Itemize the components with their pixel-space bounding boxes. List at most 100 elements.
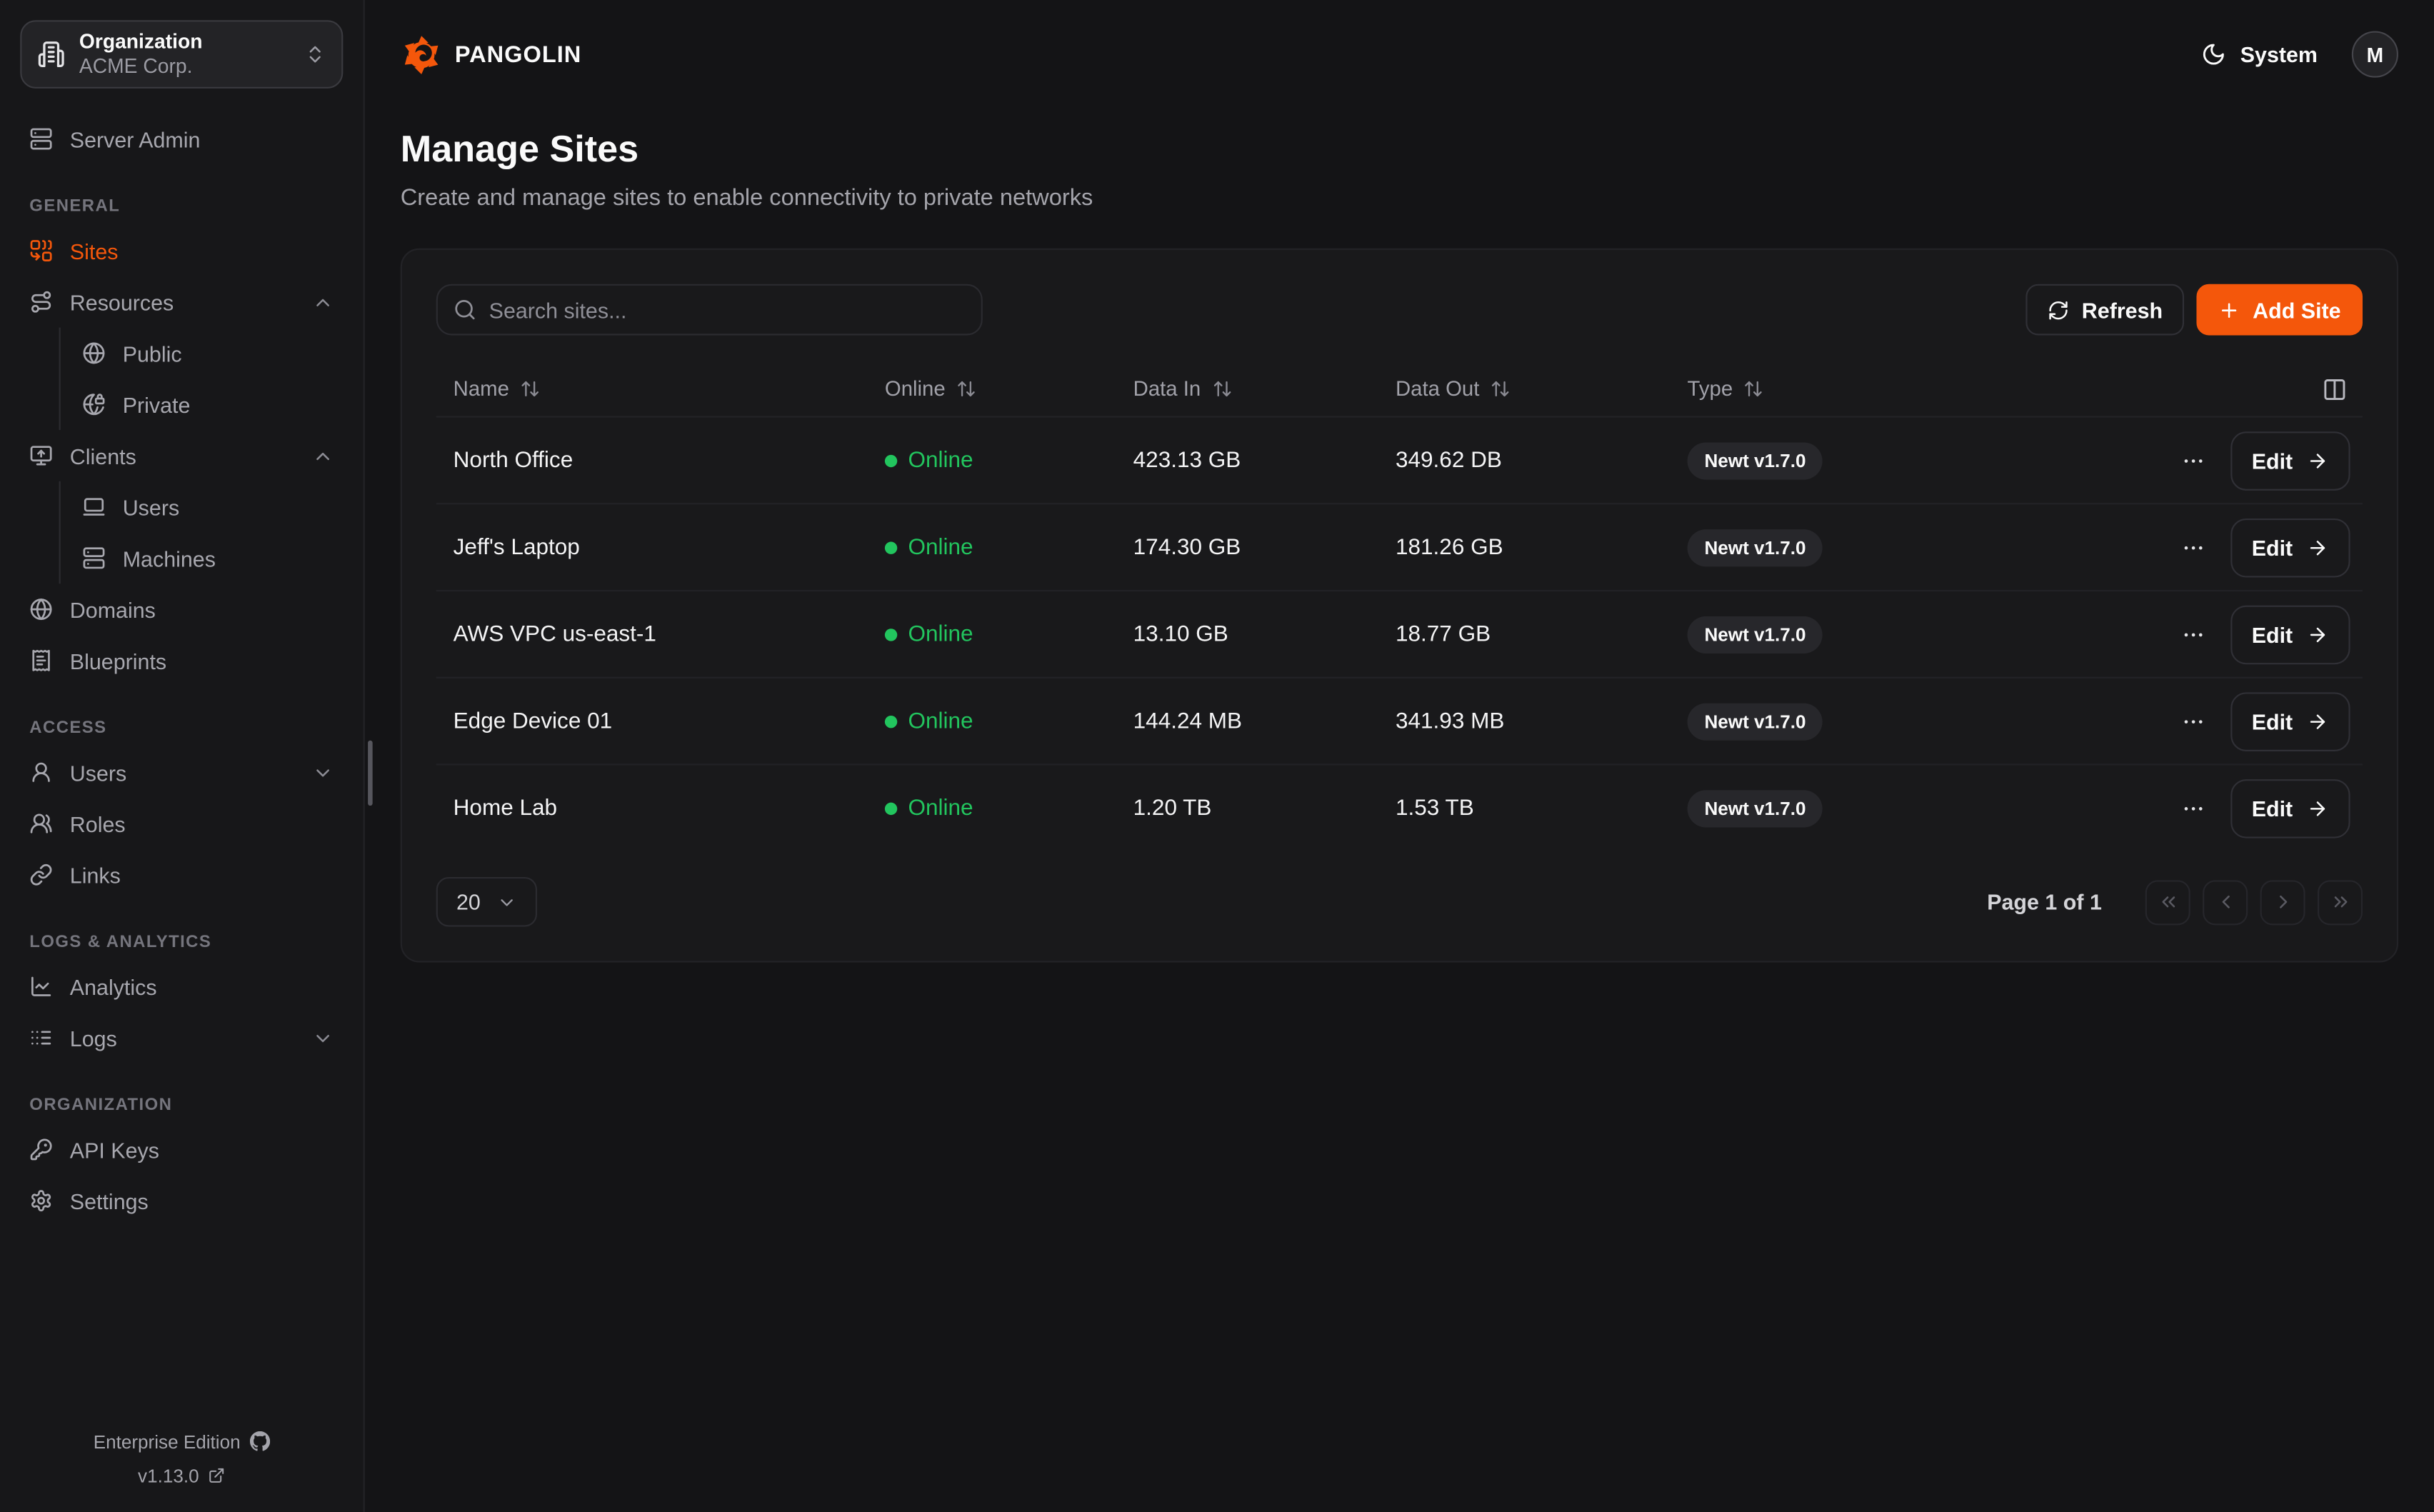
- column-header-name[interactable]: Name: [454, 377, 885, 401]
- edit-button[interactable]: Edit: [2230, 691, 2350, 751]
- org-switcher[interactable]: Organization ACME Corp.: [20, 20, 344, 89]
- table-row: Jeff's Laptop Online 174.30 GB 181.26 GB…: [436, 504, 2363, 592]
- sidebar-item-roles[interactable]: Roles: [20, 798, 343, 849]
- search-input[interactable]: [489, 297, 966, 322]
- org-switcher-value: ACME Corp.: [79, 54, 193, 78]
- edit-button[interactable]: Edit: [2230, 517, 2350, 577]
- sidebar-section-general: GENERAL: [29, 197, 121, 216]
- sidebar-item-machines[interactable]: Machines: [61, 533, 344, 584]
- arrow-right-icon: [2310, 714, 2325, 729]
- column-visibility-button[interactable]: [2319, 374, 2350, 404]
- prev-page-button[interactable]: [2203, 879, 2248, 925]
- row-menu-button[interactable]: [2174, 616, 2211, 653]
- sidebar-item-users[interactable]: Users: [20, 746, 343, 798]
- chevron-left-icon: [2221, 895, 2229, 908]
- sort-icon: [1491, 381, 1509, 397]
- sidebar-item-sites[interactable]: Sites: [20, 225, 343, 276]
- sidebar-item-label: Domains: [69, 596, 156, 622]
- online-label: Online: [908, 534, 973, 560]
- online-label: Online: [908, 709, 973, 734]
- online-dot-icon: [884, 454, 898, 467]
- site-name: AWS VPC us-east-1: [453, 621, 656, 647]
- topbar: PANGOLIN System M: [401, 0, 2399, 109]
- sidebar-item-label: Blueprints: [69, 648, 167, 674]
- site-name: Jeff's Laptop: [453, 534, 580, 560]
- sidebar-item-label: Analytics: [69, 973, 157, 999]
- edit-button[interactable]: Edit: [2230, 431, 2350, 490]
- site-type-badge: Newt v1.7.0: [1687, 529, 1823, 566]
- sidebar-item-domains[interactable]: Domains: [20, 584, 343, 635]
- site-data-in: 423.13 GB: [1133, 448, 1241, 473]
- receipt-icon: [32, 649, 50, 671]
- sidebar-item-private[interactable]: Private: [61, 379, 344, 430]
- org-switcher-title: Organization: [79, 29, 203, 53]
- sidebar-item-api-keys[interactable]: API Keys: [20, 1124, 343, 1176]
- row-menu-button[interactable]: [2174, 790, 2211, 827]
- first-page-button[interactable]: [2145, 879, 2190, 925]
- ellipsis-icon: [2183, 719, 2202, 723]
- site-type-badge: Newt v1.7.0: [1687, 790, 1823, 828]
- next-page-button[interactable]: [2260, 879, 2305, 925]
- avatar[interactable]: M: [2351, 31, 2399, 78]
- github-icon[interactable]: [249, 1431, 270, 1451]
- sidebar-item-blueprints[interactable]: Blueprints: [20, 635, 343, 686]
- site-status: Online: [884, 534, 1133, 560]
- column-header-data-out[interactable]: Data Out: [1396, 377, 1688, 401]
- arrow-right-icon: [2310, 801, 2325, 816]
- page-size-select[interactable]: 20: [436, 877, 537, 927]
- refresh-icon: [2049, 300, 2068, 319]
- sort-icon: [1745, 381, 1763, 397]
- site-type-badge: Newt v1.7.0: [1687, 615, 1823, 653]
- column-header-type[interactable]: Type: [1688, 377, 2008, 401]
- page-title: Manage Sites: [400, 129, 639, 171]
- refresh-button[interactable]: Refresh: [2025, 284, 2185, 336]
- last-page-button[interactable]: [2317, 879, 2363, 925]
- site-data-out: 349.62 DB: [1395, 448, 1502, 473]
- brand[interactable]: PANGOLIN: [401, 34, 582, 76]
- edit-button[interactable]: Edit: [2230, 604, 2350, 664]
- sort-icon: [958, 381, 975, 397]
- pagination-buttons: [2145, 879, 2363, 925]
- arrow-right-icon: [2310, 453, 2325, 468]
- row-menu-button[interactable]: [2174, 529, 2211, 566]
- sidebar-item-public[interactable]: Public: [61, 328, 344, 379]
- edit-button[interactable]: Edit: [2230, 779, 2350, 838]
- arrow-right-icon: [2310, 626, 2325, 642]
- table-toolbar: Refresh Add Site: [436, 284, 2363, 336]
- row-menu-button[interactable]: [2174, 702, 2211, 739]
- sidebar-item-clients[interactable]: Clients: [20, 430, 343, 481]
- column-header-online[interactable]: Online: [885, 377, 1133, 401]
- chart-line-icon: [31, 976, 51, 996]
- sidebar-scrollbar-thumb[interactable]: [368, 740, 373, 806]
- sidebar-item-links[interactable]: Links: [20, 849, 343, 901]
- brand-name: PANGOLIN: [454, 41, 582, 68]
- online-dot-icon: [884, 628, 898, 641]
- sidebar-item-clients-users[interactable]: Users: [61, 481, 344, 533]
- sidebar-item-server-admin[interactable]: Server Admin: [20, 114, 343, 165]
- edit-label: Edit: [2251, 709, 2293, 734]
- toolbar-actions: Refresh Add Site: [2025, 284, 2363, 336]
- route-icon: [31, 291, 51, 313]
- column-header-data-in[interactable]: Data In: [1133, 377, 1396, 401]
- sidebar-item-analytics[interactable]: Analytics: [20, 961, 343, 1012]
- search-icon: [455, 300, 475, 320]
- chevron-up-icon: [316, 298, 329, 306]
- external-link-icon[interactable]: [209, 1468, 226, 1485]
- monitor-up-icon: [30, 446, 52, 466]
- add-site-button[interactable]: Add Site: [2196, 284, 2363, 336]
- resources-subnav: Public Private: [59, 327, 344, 431]
- row-actions: Edit: [2174, 431, 2350, 490]
- page-head: Manage Sites Create and manage sites to …: [401, 129, 2398, 211]
- row-menu-button[interactable]: [2174, 441, 2211, 479]
- theme-toggle-button[interactable]: System: [2201, 42, 2318, 66]
- sidebar-item-logs[interactable]: Logs: [20, 1012, 343, 1063]
- laptop-icon: [83, 498, 105, 516]
- pagination-right: Page 1 of 1: [1987, 879, 2363, 925]
- site-data-in: 174.30 GB: [1133, 534, 1241, 560]
- page-info: Page 1 of 1: [1987, 889, 2102, 915]
- sidebar-item-settings[interactable]: Settings: [20, 1175, 343, 1226]
- sidebar-item-resources[interactable]: Resources: [20, 276, 343, 328]
- edit-label: Edit: [2251, 534, 2293, 560]
- sidebar-item-label: Server Admin: [69, 126, 201, 151]
- site-data-out: 18.77 GB: [1395, 621, 1491, 647]
